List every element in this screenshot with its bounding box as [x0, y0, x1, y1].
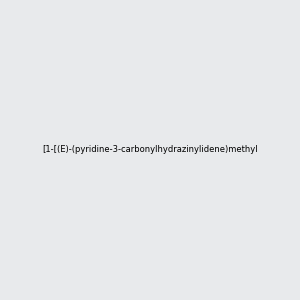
Text: [1-[(E)-(pyridine-3-carbonylhydrazinylidene)methyl: [1-[(E)-(pyridine-3-carbonylhydrazinylid…	[42, 146, 258, 154]
